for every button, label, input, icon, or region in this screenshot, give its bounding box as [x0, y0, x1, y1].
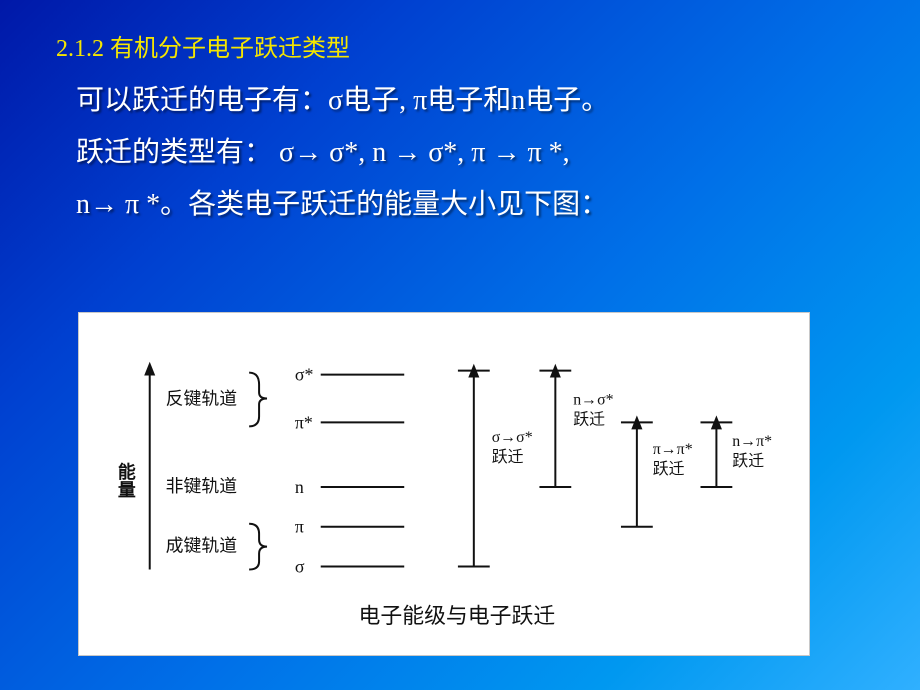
diagram-caption: 电子能级与电子跃迁 — [359, 604, 556, 628]
energy-level-diagram: 能量 反键轨道 非键轨道 成键轨道 σ* π* n π σ σ→σ* 跃迁 n→… — [78, 312, 810, 656]
brace-bonding — [249, 524, 267, 570]
group-label-bonding: 成键轨道 — [166, 536, 238, 556]
text-line1-pre: 可以跃迁的电子有： — [76, 85, 328, 116]
pi-symbol: π — [413, 85, 427, 116]
group-label-antibonding: 反键轨道 — [166, 388, 238, 408]
transition-label: 跃迁 — [573, 410, 605, 428]
sigma-symbol: σ — [328, 85, 343, 116]
level-label-n: n — [295, 477, 304, 497]
group-label-nonbonding: 非键轨道 — [166, 476, 238, 496]
arrow-symbol: → — [492, 137, 520, 168]
sigma-symbol: σ — [279, 137, 294, 168]
arrow-symbol: → — [90, 189, 118, 220]
diagram-svg: 能量 反键轨道 非键轨道 成键轨道 σ* π* n π σ σ→σ* 跃迁 n→… — [79, 313, 809, 655]
text-line1-seg1: 电子, — [343, 85, 413, 116]
body-paragraph: 可以跃迁的电子有：σ电子, π电子和n电子。 跃迁的类型有： σ→ σ*, n … — [0, 63, 920, 230]
arrow-symbol: → — [393, 137, 421, 168]
brace-antibonding — [249, 373, 267, 427]
transition-label: π→π* — [653, 441, 693, 458]
arrow-symbol: → — [294, 137, 322, 168]
section-heading: 2.1.2 有机分子电子跃迁类型 — [0, 0, 920, 63]
transition-label: n→π* — [732, 433, 772, 450]
transition-label: 跃迁 — [492, 448, 524, 466]
transition-label: 跃迁 — [653, 460, 685, 478]
text-line1-seg2: 电子和n电子。 — [427, 85, 609, 116]
transition-label: 跃迁 — [732, 452, 764, 470]
transition-label: n→σ* — [573, 391, 613, 408]
level-label-pi-star: π* — [295, 412, 313, 432]
level-label-sigma-star: σ* — [295, 365, 314, 385]
text-line2-pre: 跃迁的类型有： — [76, 137, 279, 168]
transition-label: σ→σ* — [492, 429, 533, 446]
level-label-sigma: σ — [295, 556, 305, 576]
pi-symbol: π — [471, 137, 492, 168]
level-label-pi: π — [295, 517, 304, 537]
energy-axis-label: 能量 — [116, 461, 136, 498]
